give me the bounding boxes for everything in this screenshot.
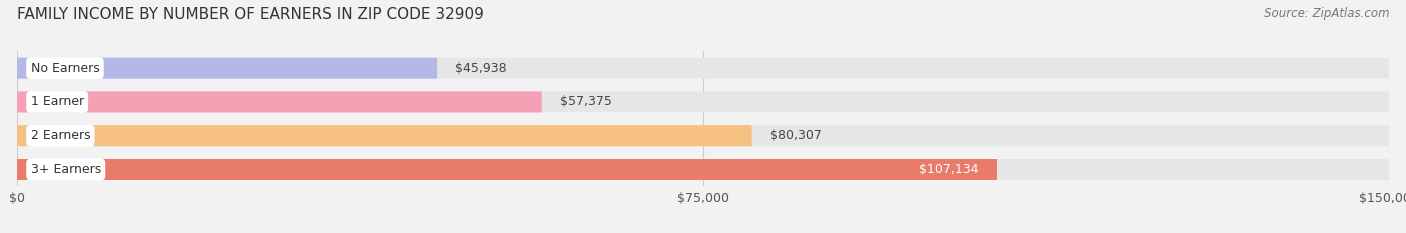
FancyBboxPatch shape: [17, 58, 1389, 79]
Text: No Earners: No Earners: [31, 62, 100, 75]
Text: $80,307: $80,307: [770, 129, 821, 142]
Text: $57,375: $57,375: [560, 96, 612, 108]
FancyBboxPatch shape: [17, 92, 1389, 112]
FancyBboxPatch shape: [17, 159, 1389, 180]
Text: $45,938: $45,938: [456, 62, 508, 75]
FancyBboxPatch shape: [17, 125, 752, 146]
FancyBboxPatch shape: [17, 159, 997, 180]
Text: 2 Earners: 2 Earners: [31, 129, 90, 142]
FancyBboxPatch shape: [17, 125, 1389, 146]
Text: Source: ZipAtlas.com: Source: ZipAtlas.com: [1264, 7, 1389, 20]
FancyBboxPatch shape: [17, 58, 437, 79]
FancyBboxPatch shape: [17, 92, 541, 112]
Text: 3+ Earners: 3+ Earners: [31, 163, 101, 176]
Text: $107,134: $107,134: [920, 163, 979, 176]
Text: 1 Earner: 1 Earner: [31, 96, 84, 108]
Text: FAMILY INCOME BY NUMBER OF EARNERS IN ZIP CODE 32909: FAMILY INCOME BY NUMBER OF EARNERS IN ZI…: [17, 7, 484, 22]
